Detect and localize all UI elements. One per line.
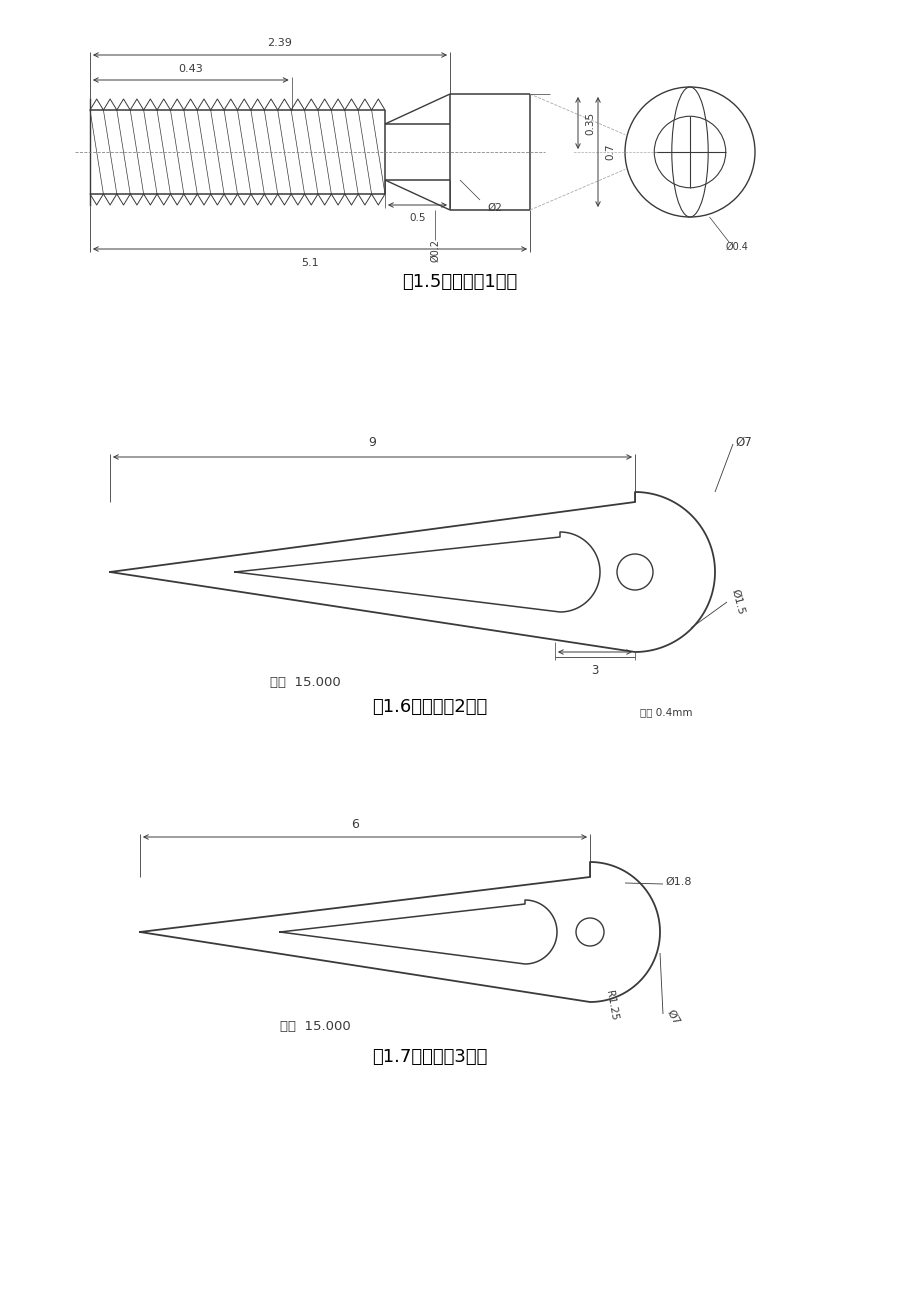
Text: 3: 3 bbox=[591, 664, 598, 677]
Text: 厚度 0.4mm: 厚度 0.4mm bbox=[640, 707, 692, 717]
Text: 图1.6其他零件2分针: 图1.6其他零件2分针 bbox=[372, 698, 487, 716]
Text: 图1.7其他零件3时针: 图1.7其他零件3时针 bbox=[372, 1048, 487, 1066]
Text: Ø0.2: Ø0.2 bbox=[429, 238, 439, 262]
Text: 0.5: 0.5 bbox=[409, 214, 425, 223]
Text: 图1.5其他零件1螺钉: 图1.5其他零件1螺钉 bbox=[402, 273, 517, 292]
Text: 比例  15.000: 比例 15.000 bbox=[279, 1021, 350, 1034]
Text: 0.7: 0.7 bbox=[605, 143, 614, 160]
Text: Ø1.8: Ø1.8 bbox=[664, 878, 691, 887]
Text: Ø0.4: Ø0.4 bbox=[725, 242, 748, 253]
Text: Ø1.5: Ø1.5 bbox=[729, 589, 745, 616]
Text: 0.43: 0.43 bbox=[178, 64, 203, 74]
Text: R1.25: R1.25 bbox=[604, 990, 618, 1021]
Text: 2.39: 2.39 bbox=[267, 38, 292, 48]
Text: Ø2: Ø2 bbox=[487, 203, 502, 214]
Text: Ø7: Ø7 bbox=[664, 1008, 681, 1026]
Text: 比例  15.000: 比例 15.000 bbox=[269, 676, 340, 689]
Text: 6: 6 bbox=[351, 818, 358, 831]
Text: 5.1: 5.1 bbox=[301, 258, 319, 268]
Text: 0.35: 0.35 bbox=[584, 112, 595, 134]
Text: Ø7: Ø7 bbox=[734, 435, 751, 448]
Text: 9: 9 bbox=[369, 436, 376, 449]
